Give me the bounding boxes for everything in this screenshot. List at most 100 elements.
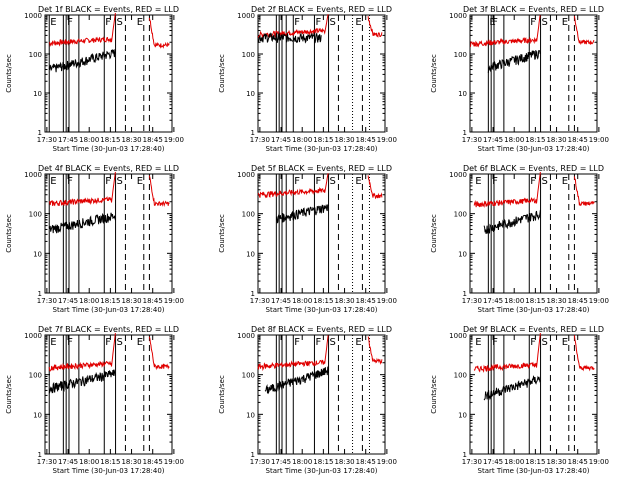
x-axis-label: Start Time (30-Jun-03 17:28:40) bbox=[478, 145, 590, 153]
y-tick-label: 100 bbox=[454, 211, 467, 219]
flag-label: E bbox=[562, 337, 568, 348]
flag-label: F bbox=[315, 337, 321, 348]
y-tick-label: 1000 bbox=[237, 12, 255, 20]
panel-title: Det 9f BLACK = Events, RED = LLD bbox=[463, 325, 604, 334]
x-tick-label: 18:15 bbox=[313, 458, 333, 466]
x-tick-label: 18:30 bbox=[546, 458, 566, 466]
series-events-line bbox=[483, 375, 541, 401]
x-tick-label: 18:45 bbox=[568, 136, 588, 144]
y-tick-label: 1000 bbox=[24, 332, 42, 340]
plot-frame bbox=[469, 173, 598, 294]
panel-title: Det 8f BLACK = Events, RED = LLD bbox=[251, 325, 392, 334]
y-tick-label: 1 bbox=[463, 129, 467, 137]
flag-label: E bbox=[50, 176, 56, 187]
y-tick-label: 100 bbox=[454, 51, 467, 59]
series-lld-line-post bbox=[573, 16, 595, 46]
series-events-line bbox=[483, 209, 541, 235]
panel-det-8: Det 8f BLACK = Events, RED = LLD 1 10 100 10… bbox=[218, 325, 397, 475]
y-axis-label: Counts/sec bbox=[218, 214, 226, 253]
x-tick-label: 18:30 bbox=[546, 136, 566, 144]
y-axis-label: Counts/sec bbox=[5, 214, 13, 253]
x-tick-label: 18:15 bbox=[525, 136, 545, 144]
panel-title: Det 2f BLACK = Events, RED = LLD bbox=[251, 5, 392, 14]
flag-label: S bbox=[542, 176, 548, 187]
x-tick-label: 18:00 bbox=[79, 458, 99, 466]
series-lld-line bbox=[257, 173, 329, 199]
plot-frame bbox=[469, 334, 598, 455]
panel-title: Det 4f BLACK = Events, RED = LLD bbox=[38, 164, 179, 173]
panel-det-4: Det 4f BLACK = Events, RED = LLD 1 10 100 10… bbox=[5, 164, 184, 314]
y-tick-label: 10 bbox=[33, 250, 42, 258]
x-tick-label: 17:30 bbox=[37, 136, 57, 144]
y-tick-label: 100 bbox=[242, 211, 255, 219]
x-tick-label: 17:45 bbox=[58, 458, 78, 466]
flag-label: F bbox=[492, 337, 498, 348]
panel-det-6: Det 6f BLACK = Events, RED = LLD 1 10 100 10… bbox=[430, 164, 609, 314]
flag-label: E bbox=[475, 337, 481, 348]
y-tick-label: 1 bbox=[38, 129, 42, 137]
flag-label: F bbox=[530, 17, 536, 28]
x-tick-label: 18:45 bbox=[143, 458, 163, 466]
x-tick-label: 18:30 bbox=[334, 297, 354, 305]
series-events-line bbox=[48, 49, 116, 73]
series-lld-line-post bbox=[148, 17, 170, 49]
x-tick-label: 18:00 bbox=[292, 297, 312, 305]
y-tick-label: 10 bbox=[246, 90, 255, 98]
series-lld-line-post bbox=[367, 336, 383, 365]
flag-label: F bbox=[105, 176, 111, 187]
flag-label: F bbox=[294, 176, 300, 187]
flag-label: F bbox=[492, 17, 498, 28]
x-tick-label: 19:00 bbox=[164, 136, 184, 144]
y-tick-label: 1 bbox=[38, 451, 42, 459]
flag-label: F bbox=[492, 176, 498, 187]
plot-frame bbox=[257, 173, 386, 294]
y-axis-label: Counts/sec bbox=[218, 375, 226, 414]
x-tick-label: 18:30 bbox=[121, 297, 141, 305]
x-tick-label: 17:45 bbox=[271, 136, 291, 144]
y-tick-label: 100 bbox=[29, 372, 42, 380]
y-tick-label: 1 bbox=[251, 290, 255, 298]
x-tick-label: 18:45 bbox=[356, 297, 376, 305]
panel-title: Det 5f BLACK = Events, RED = LLD bbox=[251, 164, 392, 173]
panel-det-2: Det 2f BLACK = Events, RED = LLD 1 10 100 10… bbox=[218, 5, 397, 153]
series-lld-line-post bbox=[148, 175, 170, 208]
flag-label: F bbox=[294, 337, 300, 348]
flag-label: F bbox=[105, 17, 111, 28]
series-lld-line-post bbox=[367, 16, 383, 38]
x-tick-label: 18:00 bbox=[79, 297, 99, 305]
y-tick-label: 1000 bbox=[237, 171, 255, 179]
y-tick-label: 100 bbox=[454, 372, 467, 380]
y-tick-label: 1000 bbox=[24, 12, 42, 20]
plot-frame bbox=[44, 334, 173, 455]
series-lld-line bbox=[473, 333, 541, 373]
panel-det-7: Det 7f BLACK = Events, RED = LLD 1 10 100 10… bbox=[5, 325, 184, 475]
flag-label: F bbox=[67, 176, 73, 187]
panel-title: Det 3f BLACK = Events, RED = LLD bbox=[463, 5, 604, 14]
series-lld-line bbox=[473, 171, 541, 208]
flag-label: F bbox=[530, 176, 536, 187]
x-axis-label: Start Time (30-Jun-03 17:28:40) bbox=[478, 467, 590, 475]
flag-label: S bbox=[117, 17, 123, 28]
x-tick-label: 18:15 bbox=[525, 297, 545, 305]
flag-label: S bbox=[117, 176, 123, 187]
x-tick-label: 18:30 bbox=[121, 458, 141, 466]
x-tick-label: 19:00 bbox=[377, 136, 397, 144]
x-tick-label: 19:00 bbox=[589, 458, 609, 466]
y-axis-label: Counts/sec bbox=[430, 54, 438, 93]
series-events-line bbox=[257, 31, 322, 44]
y-tick-label: 1000 bbox=[237, 332, 255, 340]
series-events-line bbox=[48, 212, 116, 234]
x-tick-label: 18:00 bbox=[292, 136, 312, 144]
x-tick-label: 18:15 bbox=[313, 297, 333, 305]
flag-label: E bbox=[475, 176, 481, 187]
flag-label: E bbox=[489, 17, 495, 28]
x-axis-label: Start Time (30-Jun-03 17:28:40) bbox=[478, 306, 590, 314]
x-tick-label: 18:45 bbox=[356, 458, 376, 466]
y-tick-label: 10 bbox=[458, 90, 467, 98]
panel-det-9: Det 9f BLACK = Events, RED = LLD 1 10 100 10… bbox=[430, 325, 609, 475]
plot-frame bbox=[257, 334, 386, 455]
x-tick-label: 18:15 bbox=[100, 458, 120, 466]
series-lld-line-post bbox=[573, 335, 595, 372]
y-tick-label: 100 bbox=[29, 51, 42, 59]
